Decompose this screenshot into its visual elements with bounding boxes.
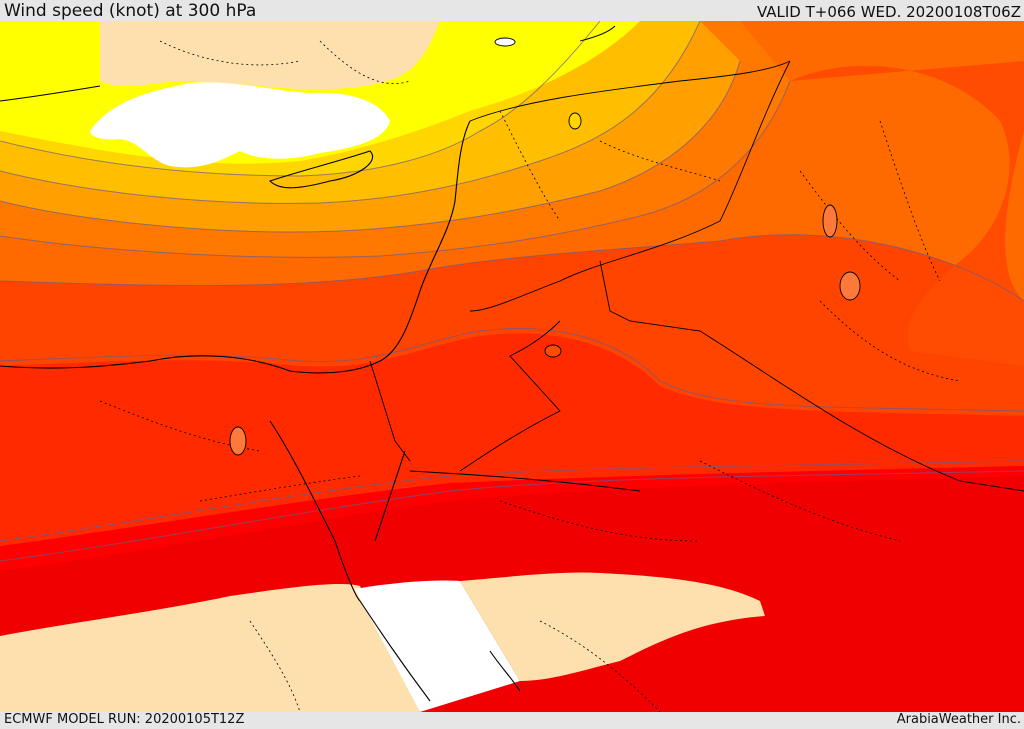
band-east-orange: [790, 61, 1024, 366]
band-orange-red: [0, 234, 1024, 416]
map-canvas: [0, 21, 1024, 712]
political-borders: [369, 60, 1024, 492]
low-wind-sea-south: [355, 580, 520, 712]
wind-speed-map: [0, 21, 1024, 712]
lakes-islands: [229, 25, 861, 456]
low-wind-sea-north: [90, 82, 390, 168]
model-run-label: ECMWF MODEL RUN: 20200105T12Z: [4, 712, 245, 727]
low-wind-land-north: [100, 21, 440, 90]
low-wind-land-southwest: [0, 584, 420, 712]
valid-time-label: VALID T+066 WED. 20200108T06Z: [756, 3, 1021, 21]
low-wind-land-southeast: [460, 572, 765, 681]
title-bar: Wind speed (knot) at 300 hPa VALID T+066…: [0, 0, 1024, 21]
footer-bar: ECMWF MODEL RUN: 20200105T12Z ArabiaWeat…: [0, 712, 1024, 729]
credit-label: ArabiaWeather Inc.: [896, 712, 1021, 727]
map-title: Wind speed (knot) at 300 hPa: [4, 1, 257, 21]
province-boundaries: [99, 40, 961, 712]
coastlines: [0, 85, 521, 702]
